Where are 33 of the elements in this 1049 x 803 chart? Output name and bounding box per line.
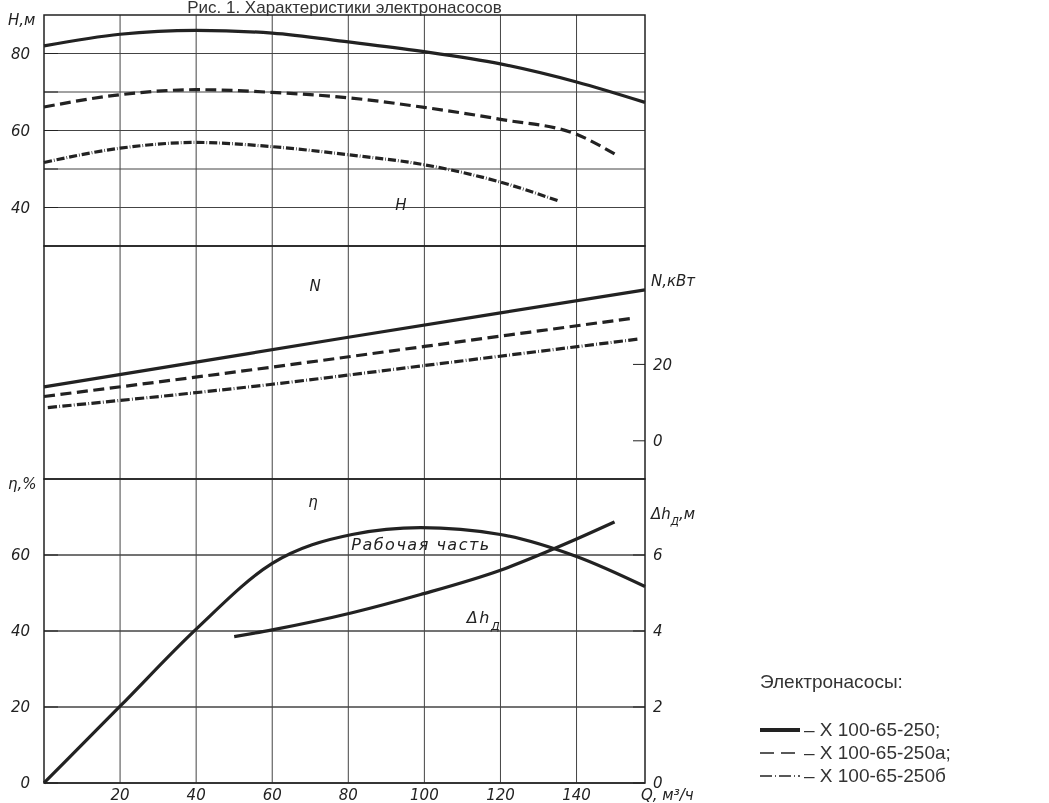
y2-tick-label: 6 <box>653 546 663 565</box>
y2-tick-label: 2 <box>653 698 663 717</box>
annotation: N <box>309 277 321 296</box>
y2-axis-title: Δh$_{Д}$,м <box>650 505 696 527</box>
y2-tick-label: 20 <box>653 355 673 374</box>
y2-tick-label: 0 <box>653 774 663 793</box>
y-tick-label: 80 <box>10 44 30 63</box>
legend-title: Электронасосы: <box>760 671 903 692</box>
annotation: Δh$_{Д}$ <box>464 607 502 633</box>
x-tick-label: 80 <box>338 786 358 803</box>
y2-tick-label: 0 <box>653 432 663 451</box>
y-tick-label: 20 <box>10 698 30 717</box>
x-tick-label: 40 <box>186 786 206 803</box>
y2-tick-label: 4 <box>653 622 663 641</box>
annotation: η <box>308 493 319 512</box>
legend-label: – Х 100-65-250б <box>804 765 946 786</box>
line-series <box>46 337 639 410</box>
y-tick-label: 40 <box>10 198 30 217</box>
legend-label: – Х 100-65-250а; <box>804 742 951 763</box>
chart-title: Рис. 1. Характеристики электронасосов <box>187 0 502 17</box>
x-tick-label: 100 <box>410 786 439 803</box>
y-tick-label: 40 <box>10 622 30 641</box>
y-tick-label: 60 <box>10 121 30 140</box>
y-tick-label: 0 <box>20 774 30 793</box>
y-tick-label: 60 <box>10 546 30 565</box>
x-tick-label: 120 <box>486 786 515 803</box>
x-tick-label: 140 <box>562 786 591 803</box>
y-axis-title: H,м <box>8 11 36 29</box>
x-tick-label: 20 <box>110 786 130 803</box>
legend-label: – Х 100-65-250; <box>804 719 941 740</box>
x-tick-label: 60 <box>262 786 282 803</box>
y-axis-title: η,% <box>8 475 37 493</box>
y2-axis-title: N,кВт <box>651 272 697 290</box>
